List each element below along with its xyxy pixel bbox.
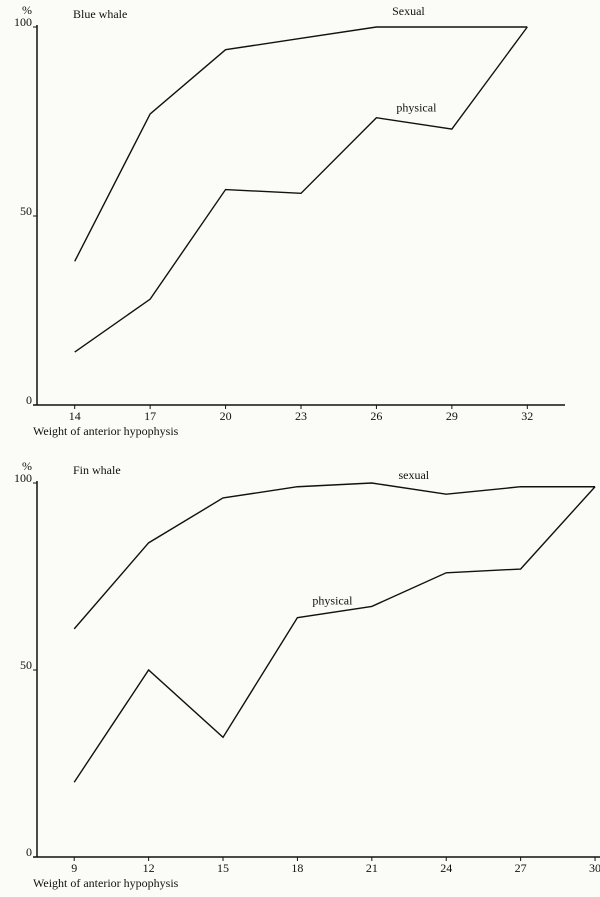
y-tick-label: 0 bbox=[26, 845, 32, 859]
y-tick-label: 50 bbox=[20, 658, 32, 672]
y-tick-label: 100 bbox=[14, 15, 32, 29]
chart-title: Fin whale bbox=[73, 463, 121, 477]
x-axis-label: Weight of anterior hypophysis bbox=[33, 424, 179, 438]
y-tick-label: 50 bbox=[20, 204, 32, 218]
x-tick-label: 24 bbox=[440, 861, 452, 875]
x-tick-label: 27 bbox=[515, 861, 527, 875]
series-label: physical bbox=[396, 100, 437, 114]
x-tick-label: 26 bbox=[370, 409, 382, 423]
x-tick-label: 21 bbox=[366, 861, 378, 875]
series-line bbox=[73, 486, 596, 783]
y-tick-label: 0 bbox=[26, 393, 32, 407]
series-label: sexual bbox=[398, 468, 429, 482]
x-tick-label: 9 bbox=[71, 861, 77, 875]
chart-title: Blue whale bbox=[73, 7, 127, 21]
x-tick-label: 23 bbox=[295, 409, 307, 423]
x-tick-label: 14 bbox=[69, 409, 81, 423]
x-tick-label: 18 bbox=[291, 861, 303, 875]
y-tick-label: 100 bbox=[14, 471, 32, 485]
series-label: physical bbox=[312, 593, 353, 607]
x-tick-label: 15 bbox=[217, 861, 229, 875]
x-axis-label: Weight of anterior hypophysis bbox=[33, 876, 179, 890]
y-axis-label: % bbox=[22, 3, 32, 17]
x-tick-label: 32 bbox=[521, 409, 533, 423]
series-label: Sexual bbox=[392, 4, 425, 18]
x-tick-label: 17 bbox=[144, 409, 156, 423]
y-axis-label: % bbox=[22, 459, 32, 473]
x-tick-label: 30 bbox=[589, 861, 600, 875]
x-tick-label: 20 bbox=[220, 409, 232, 423]
series-line bbox=[74, 26, 528, 262]
series-line bbox=[73, 482, 596, 630]
x-tick-label: 12 bbox=[143, 861, 155, 875]
x-tick-label: 29 bbox=[446, 409, 458, 423]
series-line bbox=[74, 26, 528, 353]
